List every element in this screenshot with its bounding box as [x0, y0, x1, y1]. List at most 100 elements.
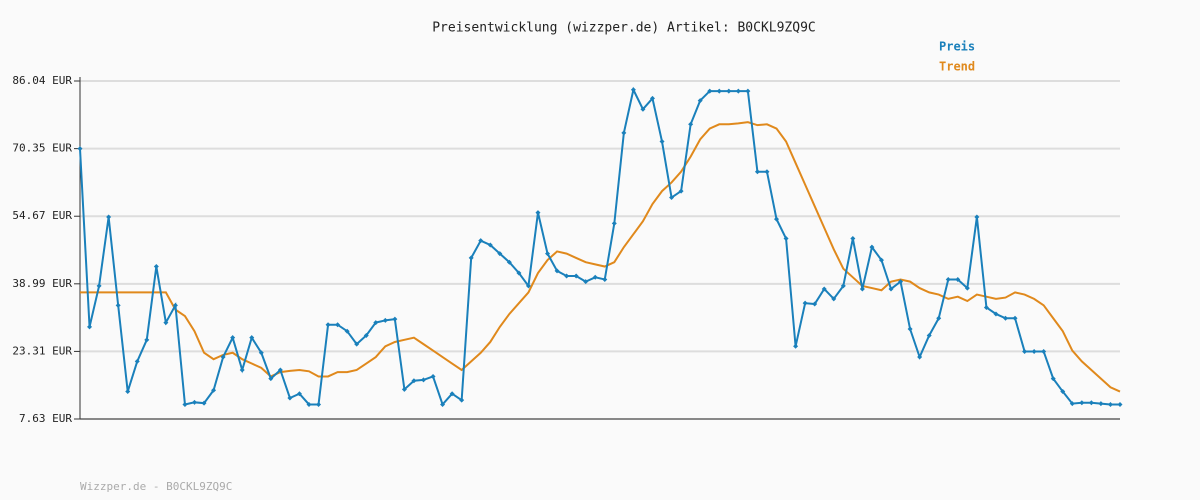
point [802, 300, 808, 306]
point [735, 88, 741, 94]
point [487, 242, 493, 248]
point [392, 316, 398, 322]
y-tick-label: 86.04 EUR [12, 74, 72, 87]
point [1117, 401, 1123, 407]
point [373, 320, 379, 326]
point [716, 88, 722, 94]
point [554, 268, 560, 274]
point [401, 386, 407, 392]
point [125, 389, 131, 395]
point [1079, 400, 1085, 406]
y-tick-label: 38.99 EUR [12, 277, 72, 290]
point [840, 283, 846, 289]
point [411, 378, 417, 384]
point [296, 391, 302, 397]
point [516, 270, 522, 276]
point [964, 285, 970, 291]
point [545, 251, 551, 257]
point [239, 367, 245, 373]
point [649, 95, 655, 101]
point [831, 296, 837, 302]
point [287, 395, 293, 401]
point [1041, 348, 1047, 354]
point [191, 399, 197, 405]
point [745, 88, 751, 94]
point [134, 358, 140, 364]
point [1088, 400, 1094, 406]
point [106, 214, 112, 220]
point [859, 286, 865, 292]
legend-label: Preis [939, 40, 975, 54]
point [382, 317, 388, 323]
point [211, 387, 217, 393]
point [688, 121, 694, 127]
point [630, 87, 636, 93]
point [1003, 315, 1009, 321]
point [726, 88, 732, 94]
point [1107, 401, 1113, 407]
point [640, 106, 646, 112]
legend-label: Trend [939, 60, 975, 74]
point [974, 214, 980, 220]
point [821, 286, 827, 292]
point [277, 367, 283, 373]
point [659, 139, 665, 145]
point [850, 236, 856, 242]
point [945, 276, 951, 282]
point [754, 169, 760, 175]
footer: Wizzper.de - B0CKL9ZQ9C [80, 480, 232, 493]
point [525, 283, 531, 289]
point [335, 322, 341, 328]
point [583, 279, 589, 285]
point [316, 401, 322, 407]
y-tick-label: 23.31 EUR [12, 344, 72, 357]
point [363, 333, 369, 339]
series-line [80, 121, 1121, 393]
point [697, 98, 703, 104]
point [430, 373, 436, 379]
point [1012, 315, 1018, 321]
point [144, 337, 150, 343]
series-line [79, 86, 1120, 407]
point [258, 350, 264, 356]
point [77, 146, 83, 152]
point [1098, 401, 1104, 407]
point [249, 335, 255, 341]
point [535, 210, 541, 216]
point [344, 328, 350, 334]
point [869, 244, 875, 250]
point [163, 320, 169, 326]
y-tick-label: 7.63 EUR [19, 412, 72, 425]
point [707, 88, 713, 94]
point [621, 130, 627, 136]
point [774, 216, 780, 222]
point [468, 255, 474, 261]
point [449, 391, 455, 397]
point [268, 376, 274, 382]
point [888, 286, 894, 292]
point [1069, 401, 1075, 407]
point [354, 341, 360, 347]
point [506, 259, 512, 265]
point [764, 169, 770, 175]
point [478, 238, 484, 244]
point [602, 276, 608, 282]
point [564, 273, 570, 279]
point [230, 335, 236, 341]
point [459, 397, 465, 403]
point [201, 400, 207, 406]
point [440, 401, 446, 407]
point [182, 401, 188, 407]
point [1022, 348, 1028, 354]
point [1031, 348, 1037, 354]
point [325, 322, 331, 328]
point [878, 257, 884, 263]
point [592, 274, 598, 280]
y-tick-label: 54.67 EUR [12, 209, 72, 222]
point [1050, 376, 1056, 382]
point [783, 236, 789, 242]
point [793, 343, 799, 349]
point [96, 283, 102, 289]
point [172, 302, 178, 308]
